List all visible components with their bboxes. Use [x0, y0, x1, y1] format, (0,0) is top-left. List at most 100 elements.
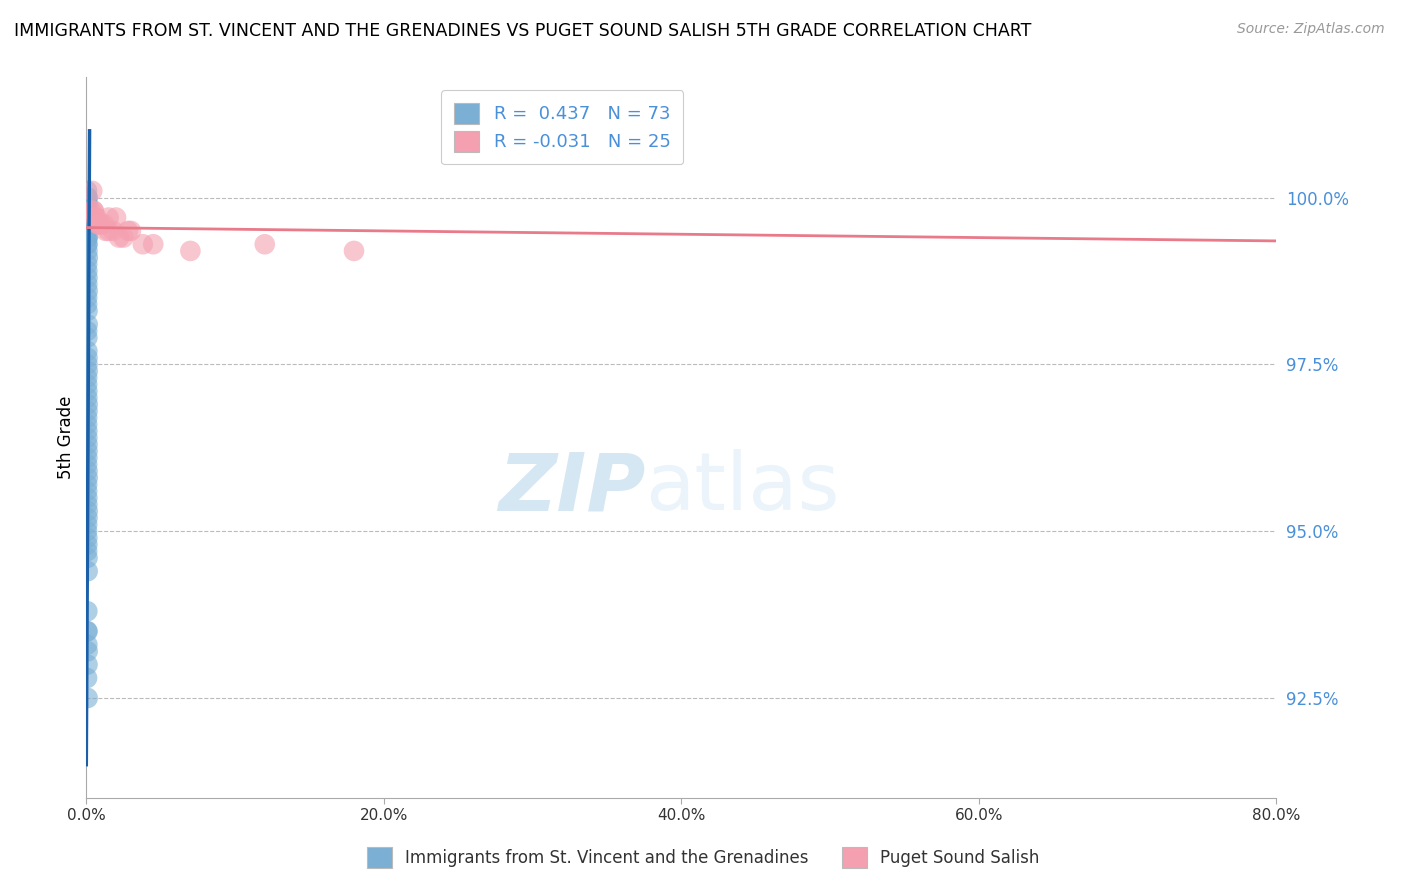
Point	[76, 444, 98, 458]
Point	[76, 471, 98, 485]
Point	[76, 410, 98, 425]
Point	[76, 257, 98, 271]
Point	[76, 230, 98, 244]
Point	[76, 203, 98, 218]
Point	[76, 491, 98, 505]
Point	[83, 203, 105, 218]
Point	[76, 264, 98, 278]
Point	[253, 237, 276, 252]
Point	[83, 203, 105, 218]
Point	[142, 237, 165, 252]
Point	[76, 190, 98, 204]
Point	[76, 203, 98, 218]
Point	[97, 224, 120, 238]
Point	[76, 531, 98, 545]
Point	[76, 391, 98, 405]
Point	[76, 657, 98, 672]
Point	[112, 230, 135, 244]
Point	[90, 217, 112, 231]
Point	[76, 377, 98, 392]
Point	[76, 318, 98, 332]
Point	[76, 384, 98, 398]
Point	[76, 638, 98, 652]
Point	[89, 217, 111, 231]
Point	[84, 211, 107, 225]
Point	[76, 244, 98, 258]
Point	[108, 230, 131, 244]
Point	[76, 331, 98, 345]
Point	[76, 344, 98, 359]
Point	[87, 217, 110, 231]
Point	[76, 184, 98, 198]
Point	[76, 217, 98, 231]
Point	[76, 604, 98, 618]
Point	[76, 357, 98, 371]
Point	[76, 230, 98, 244]
Point	[76, 498, 98, 512]
Point	[120, 224, 142, 238]
Point	[76, 190, 98, 204]
Point	[76, 251, 98, 265]
Point	[76, 450, 98, 465]
Point	[117, 224, 139, 238]
Point	[132, 237, 155, 252]
Point	[76, 237, 98, 252]
Point	[86, 211, 108, 225]
Point	[76, 297, 98, 311]
Point	[76, 197, 98, 211]
Text: IMMIGRANTS FROM ST. VINCENT AND THE GRENADINES VS PUGET SOUND SALISH 5TH GRADE C: IMMIGRANTS FROM ST. VINCENT AND THE GREN…	[14, 22, 1032, 40]
Point	[94, 224, 117, 238]
Legend: R =  0.437   N = 73, R = -0.031   N = 25: R = 0.437 N = 73, R = -0.031 N = 25	[441, 90, 683, 164]
Point	[76, 458, 98, 472]
Text: Source: ZipAtlas.com: Source: ZipAtlas.com	[1237, 22, 1385, 37]
Point	[101, 224, 124, 238]
Legend: Immigrants from St. Vincent and the Grenadines, Puget Sound Salish: Immigrants from St. Vincent and the Gren…	[354, 836, 1052, 880]
Point	[76, 537, 98, 551]
Point	[76, 671, 98, 685]
Point	[82, 184, 104, 198]
Point	[76, 270, 98, 285]
Point	[76, 237, 98, 252]
Point	[76, 304, 98, 318]
Point	[76, 230, 98, 244]
Point	[76, 424, 98, 438]
Point	[76, 211, 98, 225]
Point	[105, 211, 128, 225]
Point	[179, 244, 201, 258]
Point	[93, 217, 115, 231]
Point	[76, 431, 98, 445]
Point	[76, 284, 98, 298]
Point	[76, 690, 98, 705]
Point	[76, 564, 98, 578]
Point	[343, 244, 366, 258]
Point	[76, 484, 98, 499]
Y-axis label: 5th Grade: 5th Grade	[58, 396, 75, 479]
Point	[76, 277, 98, 292]
Point	[76, 464, 98, 478]
Text: ZIP: ZIP	[498, 450, 645, 527]
Point	[76, 217, 98, 231]
Point	[76, 203, 98, 218]
Point	[76, 517, 98, 532]
Point	[87, 217, 110, 231]
Point	[76, 217, 98, 231]
Point	[76, 397, 98, 411]
Text: atlas: atlas	[645, 450, 839, 527]
Point	[76, 404, 98, 418]
Point	[76, 624, 98, 639]
Point	[76, 524, 98, 538]
Point	[76, 364, 98, 378]
Point	[76, 197, 98, 211]
Point	[76, 511, 98, 525]
Point	[76, 437, 98, 451]
Point	[76, 504, 98, 518]
Point	[76, 324, 98, 338]
Point	[76, 370, 98, 384]
Point	[97, 211, 120, 225]
Point	[76, 224, 98, 238]
Point	[76, 291, 98, 305]
Point	[76, 190, 98, 204]
Point	[76, 544, 98, 558]
Point	[80, 203, 103, 218]
Point	[76, 417, 98, 432]
